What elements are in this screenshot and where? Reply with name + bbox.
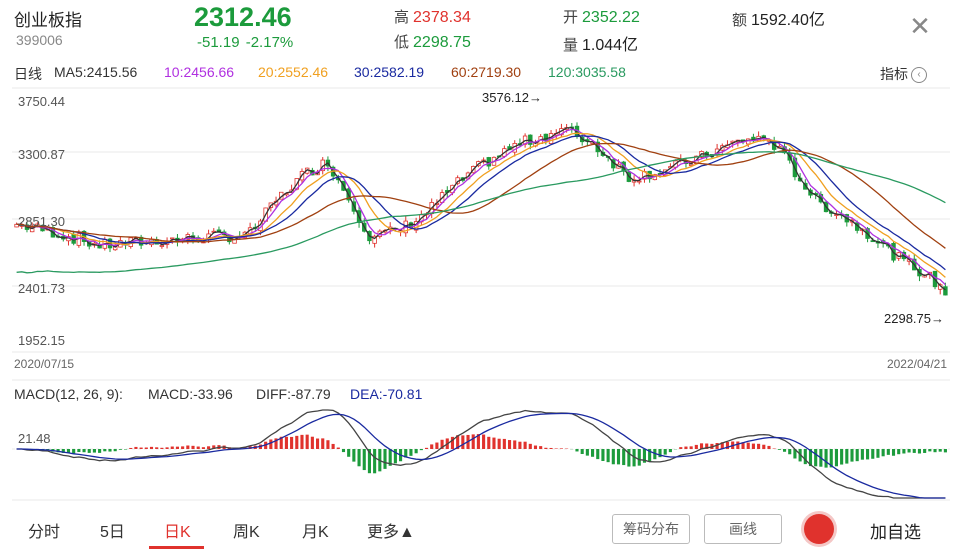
macd-value: MACD:-33.96 <box>148 386 233 402</box>
y-tick-2: 3300.87 <box>18 147 65 162</box>
candlesticks <box>14 122 948 296</box>
ma20-value: 20:2552.46 <box>258 64 329 80</box>
candle-body <box>372 235 377 244</box>
change-percent: -2.17% <box>245 34 294 51</box>
indicators-label: 指标 <box>880 66 908 82</box>
tab-5day[interactable]: 5日 <box>100 524 125 541</box>
volume-label: 量 <box>563 37 579 54</box>
tab-intraday[interactable]: 分时 <box>28 524 61 541</box>
record-icon[interactable] <box>804 514 834 544</box>
last-price: 2312.46 <box>194 2 292 32</box>
min-price-label: 2298.75→ <box>884 311 944 326</box>
low-value: 2298.75 <box>413 34 471 51</box>
high-label: 高 <box>394 9 410 26</box>
macd-histogram <box>20 434 947 474</box>
change-value: -51.19 <box>197 34 240 51</box>
open-label: 开 <box>563 9 579 26</box>
candle-body <box>159 244 165 247</box>
high-value: 2378.34 <box>413 9 471 26</box>
quote-header: 创业板指 399006 2312.46 -51.19 -2.17% 高 2378.… <box>0 0 959 58</box>
tab-more[interactable]: 更多▲ <box>367 524 415 541</box>
open-field: 开 2352.22 <box>563 6 640 27</box>
y-tick-1: 3750.44 <box>18 94 65 109</box>
amount-value: 1592.40亿 <box>751 12 825 29</box>
ma10-value: 10:2456.66 <box>164 64 235 80</box>
diff-line <box>16 409 946 499</box>
chevron-left-icon: ‹ <box>911 67 927 84</box>
macd-lines <box>16 409 946 499</box>
chip-distribution-button[interactable]: 筹码分布 <box>612 514 690 544</box>
add-watchlist-button[interactable]: 加自选 <box>870 523 921 542</box>
high-field: 高 2378.34 <box>394 6 471 27</box>
open-value: 2352.22 <box>582 9 640 26</box>
y-tick-3: 2851.30 <box>18 214 65 229</box>
candle-body <box>943 286 948 296</box>
period-label: 日线 <box>14 66 42 82</box>
ma5-value: MA5:2415.56 <box>54 64 138 80</box>
index-name: 创业板指 <box>14 11 82 30</box>
amount-label: 额 <box>732 12 748 29</box>
candle-body <box>637 180 642 183</box>
max-price-label: 3576.12→ <box>482 90 542 105</box>
end-date: 2022/04/21 <box>887 357 947 371</box>
tab-monthly-k[interactable]: 月K <box>302 524 329 541</box>
y-tick-5: 1952.15 <box>18 333 65 348</box>
macd-title: MACD(12, 26, 9): <box>14 386 123 402</box>
draw-line-button[interactable]: 画线 <box>704 514 782 544</box>
price-change: -51.19 -2.17% <box>197 34 293 51</box>
amount-field: 额 1592.40亿 <box>732 6 825 30</box>
low-field: 低 2298.75 <box>394 31 471 52</box>
ma120-value: 120:3035.58 <box>548 64 626 80</box>
period-tabs: 分时 5日 日K 周K 月K 更多▲ <box>0 508 959 556</box>
candle-body <box>803 182 808 190</box>
candle-body <box>29 227 35 233</box>
kline-chart[interactable]: 3750.44 3300.87 2851.30 2401.73 1952.15 … <box>0 0 959 508</box>
ma60-line <box>16 142 946 249</box>
ma-legend: 日线 MA5:2415.56 10:2456.66 20:2552.46 30:… <box>0 62 959 84</box>
low-label: 低 <box>394 34 410 51</box>
y-tick-4: 2401.73 <box>18 281 65 296</box>
volume-field: 量 1.044亿 <box>563 31 638 55</box>
index-code: 399006 <box>16 32 63 48</box>
grid-lines <box>12 87 950 501</box>
candle-body <box>14 223 19 228</box>
ma120-line <box>16 151 946 274</box>
diff-value: DIFF:-87.79 <box>256 386 331 402</box>
dea-line <box>16 412 946 499</box>
volume-value: 1.044亿 <box>582 37 639 54</box>
tab-daily-k[interactable]: 日K <box>164 524 191 541</box>
ma60-value: 60:2719.30 <box>451 64 522 80</box>
ma30-value: 30:2582.19 <box>354 64 425 80</box>
close-icon[interactable]: ✕ <box>909 11 931 41</box>
candle-body <box>170 237 175 240</box>
indicators-button[interactable]: 指标 ‹ <box>880 64 927 84</box>
macd-axis-label: 21.48 <box>18 431 51 446</box>
ma5-line <box>16 127 946 291</box>
start-date: 2020/07/15 <box>14 357 74 371</box>
moving-average-lines <box>16 127 946 291</box>
active-tab-indicator <box>149 546 204 549</box>
dea-value: DEA:-70.81 <box>350 386 423 402</box>
tab-weekly-k[interactable]: 周K <box>233 524 260 541</box>
candle-body <box>112 245 118 251</box>
